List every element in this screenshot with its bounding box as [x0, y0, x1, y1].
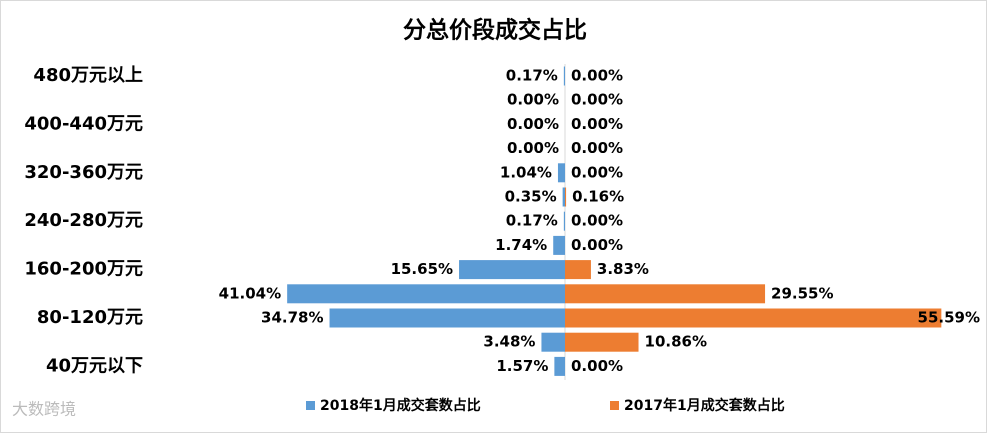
- bar: [553, 235, 565, 255]
- value-label: 15.65%: [391, 260, 453, 278]
- value-label: 55.59%: [918, 309, 980, 327]
- value-label: 3.83%: [597, 260, 649, 278]
- value-label: 10.86%: [645, 333, 707, 351]
- bar: [565, 284, 766, 304]
- value-label: 1.04%: [500, 163, 552, 181]
- bar: [565, 308, 942, 328]
- bar: [565, 187, 567, 207]
- category-label: 80-120万元: [37, 307, 143, 328]
- chart-title: 分总价段成交占比: [403, 17, 587, 44]
- value-label: 1.57%: [496, 357, 548, 375]
- category-label: 400-440万元: [24, 113, 143, 134]
- value-label: 0.00%: [507, 115, 559, 133]
- bar: [557, 163, 565, 183]
- legend-swatch: [610, 401, 619, 410]
- value-label: 3.48%: [483, 333, 535, 351]
- value-label: 0.16%: [572, 188, 624, 206]
- value-label: 0.00%: [571, 115, 623, 133]
- value-label: 0.35%: [505, 188, 557, 206]
- value-label: 0.17%: [506, 67, 558, 85]
- value-label: 29.55%: [771, 284, 833, 302]
- watermark: 大数跨境: [12, 400, 76, 419]
- value-label: 1.74%: [495, 236, 547, 254]
- bar: [563, 211, 565, 231]
- legend-label: 2018年1月成交套数占比: [320, 397, 481, 414]
- category-label: 40万元以下: [46, 355, 143, 376]
- bar: [563, 66, 565, 86]
- value-label: 0.00%: [571, 212, 623, 230]
- value-label: 0.00%: [571, 67, 623, 85]
- category-label: 320-360万元: [24, 162, 143, 183]
- value-label: 0.00%: [507, 139, 559, 157]
- bar: [459, 260, 565, 280]
- value-label: 0.00%: [571, 163, 623, 181]
- bar: [329, 308, 565, 328]
- legend-swatch: [306, 401, 315, 410]
- category-label: 240-280万元: [24, 210, 143, 231]
- value-label: 0.17%: [506, 212, 558, 230]
- category-label: 480万元以上: [33, 65, 143, 86]
- bar: [565, 332, 639, 352]
- bar: [562, 187, 565, 207]
- bar: [287, 284, 565, 304]
- value-label: 0.00%: [507, 91, 559, 109]
- value-label: 34.78%: [261, 309, 323, 327]
- value-label: 0.00%: [571, 139, 623, 157]
- value-label: 0.00%: [571, 91, 623, 109]
- bar: [554, 356, 565, 376]
- value-label: 41.04%: [219, 284, 281, 302]
- value-label: 0.00%: [571, 357, 623, 375]
- bar: [541, 332, 565, 352]
- bar: [565, 260, 591, 280]
- value-label: 0.00%: [571, 236, 623, 254]
- legend-label: 2017年1月成交套数占比: [624, 397, 785, 414]
- category-label: 160-200万元: [24, 259, 143, 280]
